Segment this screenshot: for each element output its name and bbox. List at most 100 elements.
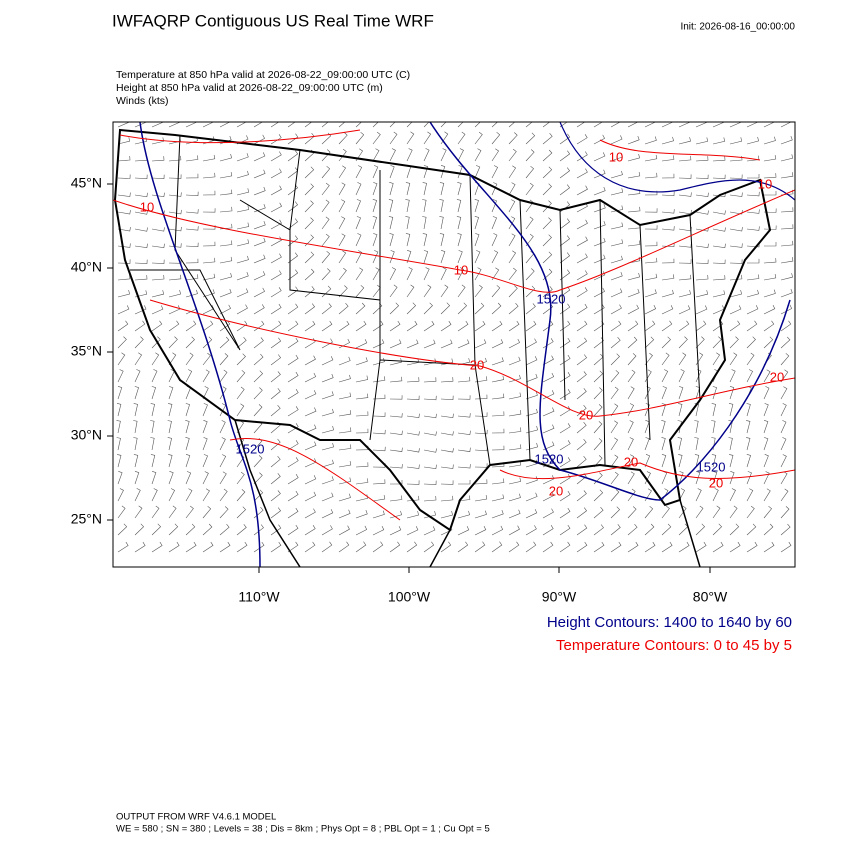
wind-barb xyxy=(661,305,674,315)
wind-barb xyxy=(116,420,121,434)
wind-barb xyxy=(610,304,622,315)
wind-barb xyxy=(746,209,760,214)
wind-barb xyxy=(185,289,198,298)
wind-barb xyxy=(712,210,726,215)
wind-barb xyxy=(134,541,146,553)
wind-barb xyxy=(202,122,215,128)
wind-barb xyxy=(168,505,177,519)
wind-barb xyxy=(542,441,555,451)
wind-barb xyxy=(729,386,735,400)
wind-barb xyxy=(117,369,124,383)
wind-barb xyxy=(321,492,334,502)
wind-barb xyxy=(236,170,249,179)
wind-barb xyxy=(405,182,411,196)
wind-barb xyxy=(253,370,264,383)
wind-barb xyxy=(491,302,502,315)
wind-barb xyxy=(491,165,499,179)
wind-barb xyxy=(627,288,640,298)
wind-barb xyxy=(134,227,148,232)
contour-label: 1520 xyxy=(535,451,564,466)
wind-barb xyxy=(236,304,248,315)
wind-barb xyxy=(388,199,394,213)
wind-barb xyxy=(593,404,603,417)
wind-barb xyxy=(763,523,774,536)
wind-barb xyxy=(422,233,428,247)
wind-barb xyxy=(236,122,247,128)
wind-barb xyxy=(389,320,401,332)
wind-barb xyxy=(406,395,420,401)
wind-barb xyxy=(559,122,568,128)
wind-barb xyxy=(423,431,437,436)
wind-barb xyxy=(644,257,658,264)
wind-barb xyxy=(661,136,674,145)
wind-barb xyxy=(117,290,130,298)
wind-barb xyxy=(593,387,603,400)
wind-barb xyxy=(338,122,346,128)
wind-barb xyxy=(134,259,148,264)
wind-barb xyxy=(593,122,603,128)
wind-barb xyxy=(780,506,790,519)
wind-barb xyxy=(627,369,636,383)
wind-barb xyxy=(219,488,228,502)
wind-barb xyxy=(694,420,699,434)
wind-barb xyxy=(729,259,743,264)
wind-barb xyxy=(576,134,588,145)
wind-barb xyxy=(542,166,553,179)
wind-barb xyxy=(474,357,487,366)
wind-barb xyxy=(372,131,381,145)
wind-barb xyxy=(695,488,702,502)
wind-barb xyxy=(185,471,192,485)
wind-barb xyxy=(780,353,790,366)
lat-label: 35°N xyxy=(71,343,102,359)
wind-barb xyxy=(610,353,620,366)
wind-barb xyxy=(338,250,347,264)
wind-barb xyxy=(678,174,692,179)
wind-barb xyxy=(440,122,447,128)
wind-barb xyxy=(270,122,280,128)
wind-barb xyxy=(559,184,571,196)
wind-barb xyxy=(185,258,199,264)
wind-barb xyxy=(202,208,216,213)
wind-barb xyxy=(474,302,485,315)
contour-label: 20 xyxy=(549,483,563,498)
wind-barb xyxy=(151,259,165,264)
wind-barb xyxy=(627,353,637,366)
wind-barb xyxy=(644,273,658,281)
wind-barb xyxy=(304,475,317,485)
wind-barb xyxy=(593,489,604,502)
wind-barb xyxy=(372,394,386,400)
wind-barb xyxy=(406,267,413,281)
wind-barb xyxy=(304,407,317,417)
wind-barb xyxy=(270,405,281,417)
wind-barb xyxy=(576,337,588,349)
wind-barb xyxy=(321,425,334,434)
wind-barb xyxy=(389,284,398,298)
wind-barb xyxy=(253,220,266,230)
wind-barb xyxy=(423,339,436,349)
wind-barb xyxy=(405,233,411,247)
wind-barb xyxy=(389,250,395,264)
wind-barb xyxy=(763,386,770,400)
wind-barb xyxy=(474,233,480,247)
wind-barb xyxy=(321,442,334,451)
wind-barb xyxy=(117,386,123,400)
wind-barb xyxy=(508,356,521,366)
wind-barb xyxy=(440,464,454,469)
wind-barb xyxy=(780,386,788,400)
wind-barb xyxy=(372,495,386,502)
wind-barb xyxy=(695,320,707,332)
wind-barb xyxy=(236,188,250,196)
wind-barb xyxy=(508,267,517,281)
wind-barb xyxy=(117,210,131,215)
wind-barb xyxy=(627,240,641,247)
height-legend: Height Contours: 1400 to 1640 by 60 xyxy=(547,614,792,631)
wind-barb xyxy=(542,320,554,332)
wind-barb xyxy=(134,210,148,215)
wind-barb xyxy=(712,174,726,180)
wind-barb xyxy=(372,429,386,435)
wind-barb xyxy=(576,303,588,315)
wind-barb xyxy=(219,369,228,383)
wind-barb xyxy=(440,413,454,419)
wind-barb xyxy=(508,148,517,162)
wind-barb xyxy=(763,320,775,332)
